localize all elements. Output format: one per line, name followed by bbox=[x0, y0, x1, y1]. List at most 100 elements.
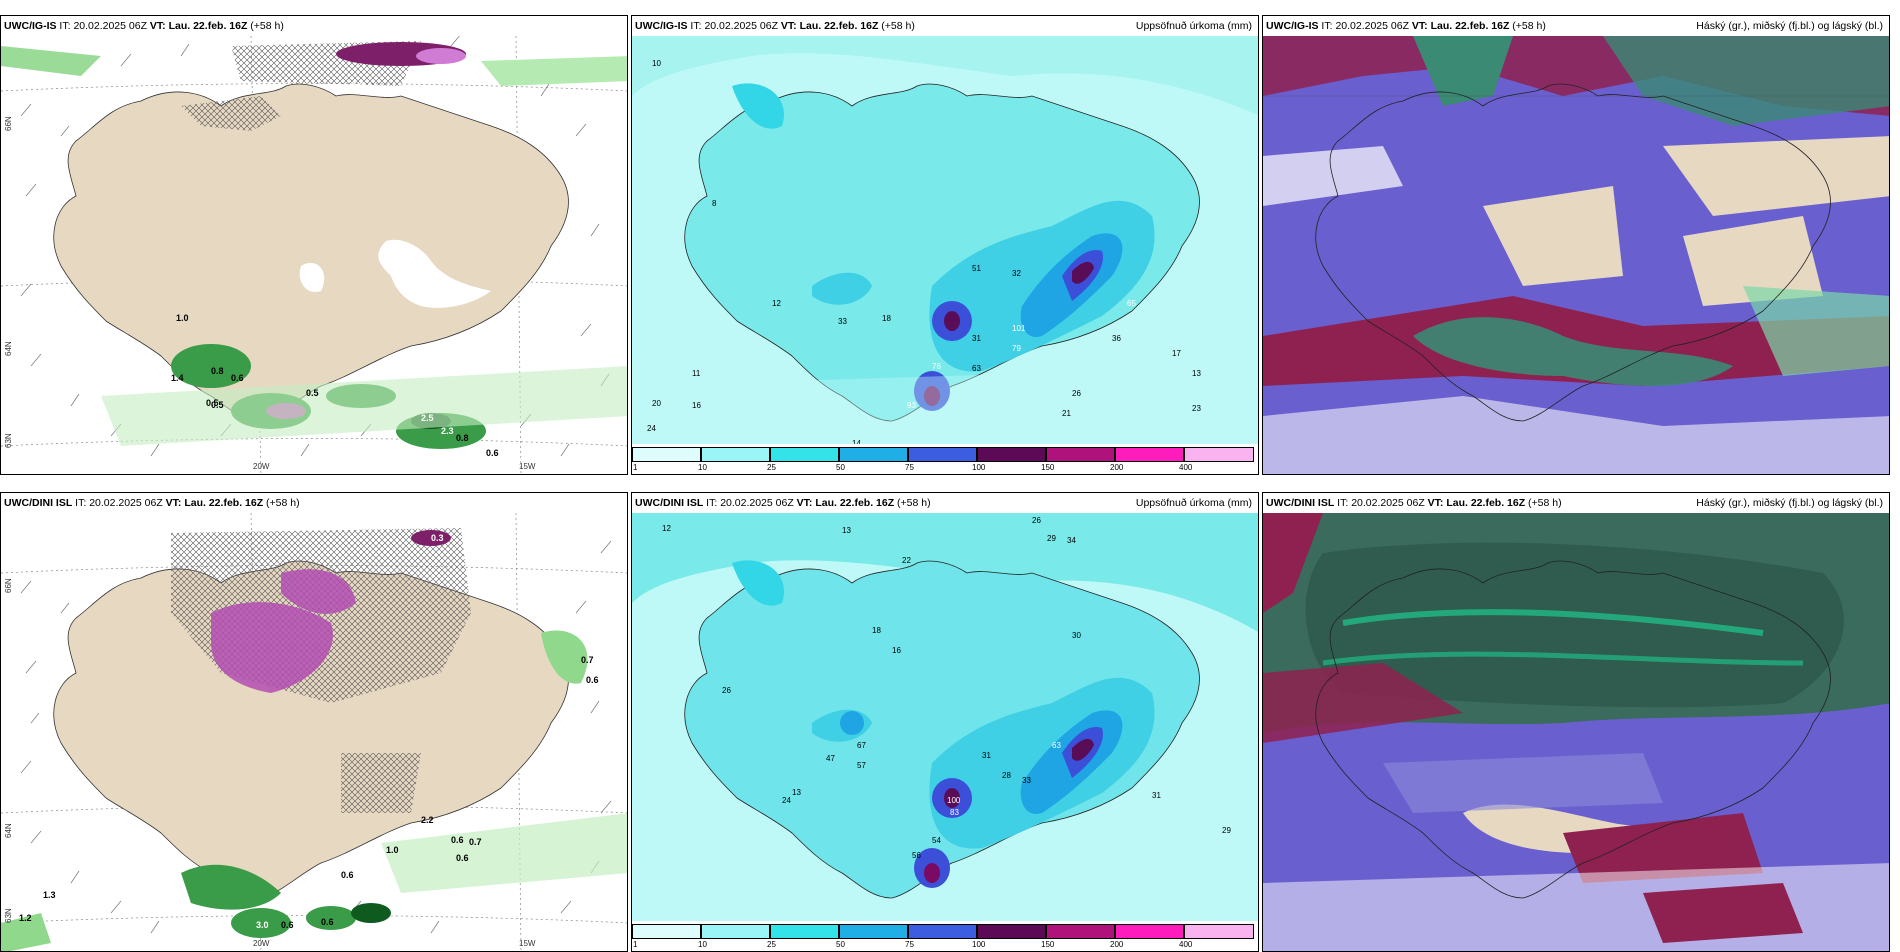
precip-value: 57 bbox=[857, 761, 866, 770]
precip-value: 26 bbox=[722, 686, 731, 695]
map-panel-precip-bottom: UWC/DINI ISL IT: 20.02.2025 06Z VT: Lau.… bbox=[631, 492, 1259, 952]
panel-subtitle: Uppsöfnuð úrkoma (mm) bbox=[1135, 497, 1252, 509]
precip-map: 12 13 22 26 29 34 30 18 16 26 47 31 67 5… bbox=[632, 513, 1258, 951]
wind-value: 0.5 bbox=[211, 400, 224, 410]
colorbar-swatch bbox=[701, 924, 770, 939]
precip-value: 22 bbox=[902, 556, 911, 565]
precip-value: 16 bbox=[692, 401, 701, 410]
colorbar-label: 200 bbox=[1110, 463, 1124, 472]
wind-value: 1.0 bbox=[386, 845, 399, 855]
wind-value: 0.3 bbox=[431, 70, 444, 80]
colorbar-label: 400 bbox=[1179, 463, 1193, 472]
colorbar-swatch bbox=[908, 924, 977, 939]
colorbar-swatch bbox=[1184, 447, 1254, 462]
wind-value: 0.8 bbox=[211, 366, 224, 376]
wind-value: 0.5 bbox=[206, 398, 219, 408]
precip-value: 24 bbox=[782, 796, 791, 805]
precip-value: 32 bbox=[1012, 269, 1021, 278]
wind-value: 0.4 bbox=[351, 80, 364, 90]
precip-value: 63 bbox=[972, 364, 981, 373]
precip-value: 13 bbox=[842, 526, 851, 535]
wind-map: 0.3 0.7 0.6 2.2 0.6 0.7 0.6 1.0 0.6 1.3 … bbox=[1, 513, 627, 951]
map-panel-wind-bottom: UWC/DINI ISL IT: 20.02.2025 06Z VT: Lau.… bbox=[0, 492, 628, 952]
colorbar-swatch bbox=[1046, 924, 1115, 939]
lat-label: 64N bbox=[4, 823, 13, 838]
precip-value: 83 bbox=[950, 808, 959, 817]
panel-title: UWC/DINI ISL IT: 20.02.2025 06Z VT: Lau.… bbox=[1, 493, 627, 513]
colorbar-label: 50 bbox=[836, 463, 845, 472]
colorbar-label: 10 bbox=[698, 940, 707, 949]
colorbar-label: 25 bbox=[767, 940, 776, 949]
colorbar-label: 100 bbox=[972, 940, 986, 949]
wind-value: 0.7 bbox=[581, 655, 594, 665]
map-panel-precip-top: UWC/IG-IS IT: 20.02.2025 06Z VT: Lau. 22… bbox=[631, 15, 1259, 475]
precip-value: 13 bbox=[792, 788, 801, 797]
lat-label: 63N bbox=[4, 908, 13, 923]
panel-title: UWC/DINI ISL IT: 20.02.2025 06Z VT: Lau.… bbox=[632, 493, 1258, 513]
precip-value: 24 bbox=[647, 424, 656, 433]
colorbar-swatch bbox=[1184, 924, 1254, 939]
lon-label: 20W bbox=[253, 939, 270, 948]
panel-title: UWC/IG-IS IT: 20.02.2025 06Z VT: Lau. 22… bbox=[1, 16, 627, 36]
precip-value: 31 bbox=[982, 751, 991, 760]
precip-value: 56 bbox=[912, 851, 921, 860]
colorbar-label: 100 bbox=[972, 463, 986, 472]
precip-value: 33 bbox=[838, 317, 847, 326]
panel-title: UWC/DINI ISL IT: 20.02.2025 06Z VT: Lau.… bbox=[1263, 493, 1889, 513]
map-panel-clouds-top: UWC/IG-IS IT: 20.02.2025 06Z VT: Lau. 22… bbox=[1262, 15, 1890, 475]
wind-value: 0.6 bbox=[451, 835, 464, 845]
precip-colorbar: 1 10 25 50 75 100 150 200 400 bbox=[632, 444, 1258, 474]
wind-value: 1.3 bbox=[43, 890, 56, 900]
lon-label: 15W bbox=[519, 462, 536, 471]
panel-subtitle: Háský (gr.), miðský (fj.bl.) og lágský (… bbox=[1696, 497, 1883, 509]
precip-value: 101 bbox=[1012, 324, 1026, 333]
precip-values: 12 13 22 26 29 34 30 18 16 26 47 31 67 5… bbox=[662, 516, 1231, 860]
cloud-map bbox=[1263, 36, 1889, 474]
precip-value: 63 bbox=[1052, 741, 1061, 750]
precip-value: 34 bbox=[1067, 536, 1076, 545]
precip-values: 10 8 11 12 20 16 24 18 33 31 51 63 101 7… bbox=[647, 59, 1201, 448]
colorbar-label: 50 bbox=[836, 940, 845, 949]
panel-subtitle: Háský (gr.), miðský (fj.bl.) og lágský (… bbox=[1696, 20, 1883, 32]
map-panel-clouds-bottom: UWC/DINI ISL IT: 20.02.2025 06Z VT: Lau.… bbox=[1262, 492, 1890, 952]
precip-value: 65 bbox=[1127, 299, 1136, 308]
precip-value: 54 bbox=[932, 836, 941, 845]
precip-value: 67 bbox=[857, 741, 866, 750]
colorbar-label: 10 bbox=[698, 463, 707, 472]
panel-title: UWC/IG-IS IT: 20.02.2025 06Z VT: Lau. 22… bbox=[632, 16, 1258, 36]
precip-value: 76 bbox=[932, 362, 941, 371]
precip-value: 30 bbox=[1072, 631, 1081, 640]
panel-title: UWC/IG-IS IT: 20.02.2025 06Z VT: Lau. 22… bbox=[1263, 16, 1889, 36]
wind-value: 0.6 bbox=[281, 920, 294, 930]
lat-label: 66N bbox=[4, 578, 13, 593]
wind-value: 0.5 bbox=[306, 388, 319, 398]
colorbar-swatch bbox=[632, 924, 701, 939]
lat-label: 66N bbox=[4, 116, 13, 131]
wind-value: 0.6 bbox=[486, 448, 499, 458]
wind-map: 0.4 0.3 0.5 0.5 1.0 0.8 0.6 1.4 0.5 2.5 … bbox=[1, 36, 627, 474]
lat-label: 63N bbox=[4, 433, 13, 448]
precip-value: 10 bbox=[652, 59, 661, 68]
precip-value: 18 bbox=[882, 314, 891, 323]
colorbar-label: 200 bbox=[1110, 940, 1124, 949]
precip-value: 26 bbox=[1032, 516, 1041, 525]
precip-value: 93 bbox=[907, 401, 916, 410]
map-panel-wind-top: UWC/IG-IS IT: 20.02.2025 06Z VT: Lau. 22… bbox=[0, 15, 628, 475]
wind-value: 1.4 bbox=[171, 373, 184, 383]
precip-value: 12 bbox=[662, 524, 671, 533]
colorbar-swatch bbox=[1115, 924, 1184, 939]
lon-label: 15W bbox=[519, 939, 536, 948]
cloud-map bbox=[1263, 513, 1889, 951]
precip-value: 13 bbox=[1192, 369, 1201, 378]
colorbar-swatch bbox=[839, 924, 908, 939]
wind-value: 0.6 bbox=[321, 917, 334, 927]
wind-value: 1.2 bbox=[19, 913, 32, 923]
colorbar-swatch bbox=[977, 924, 1046, 939]
precip-value: 31 bbox=[972, 334, 981, 343]
precip-value: 14 bbox=[852, 439, 861, 448]
colorbar-swatch bbox=[632, 447, 701, 462]
precip-map: 10 8 11 12 20 16 24 18 33 31 51 63 101 7… bbox=[632, 36, 1258, 474]
panel-subtitle: Uppsöfnuð úrkoma (mm) bbox=[1135, 20, 1252, 32]
precip-value: 100 bbox=[947, 796, 961, 805]
wind-value: 1.0 bbox=[176, 313, 189, 323]
